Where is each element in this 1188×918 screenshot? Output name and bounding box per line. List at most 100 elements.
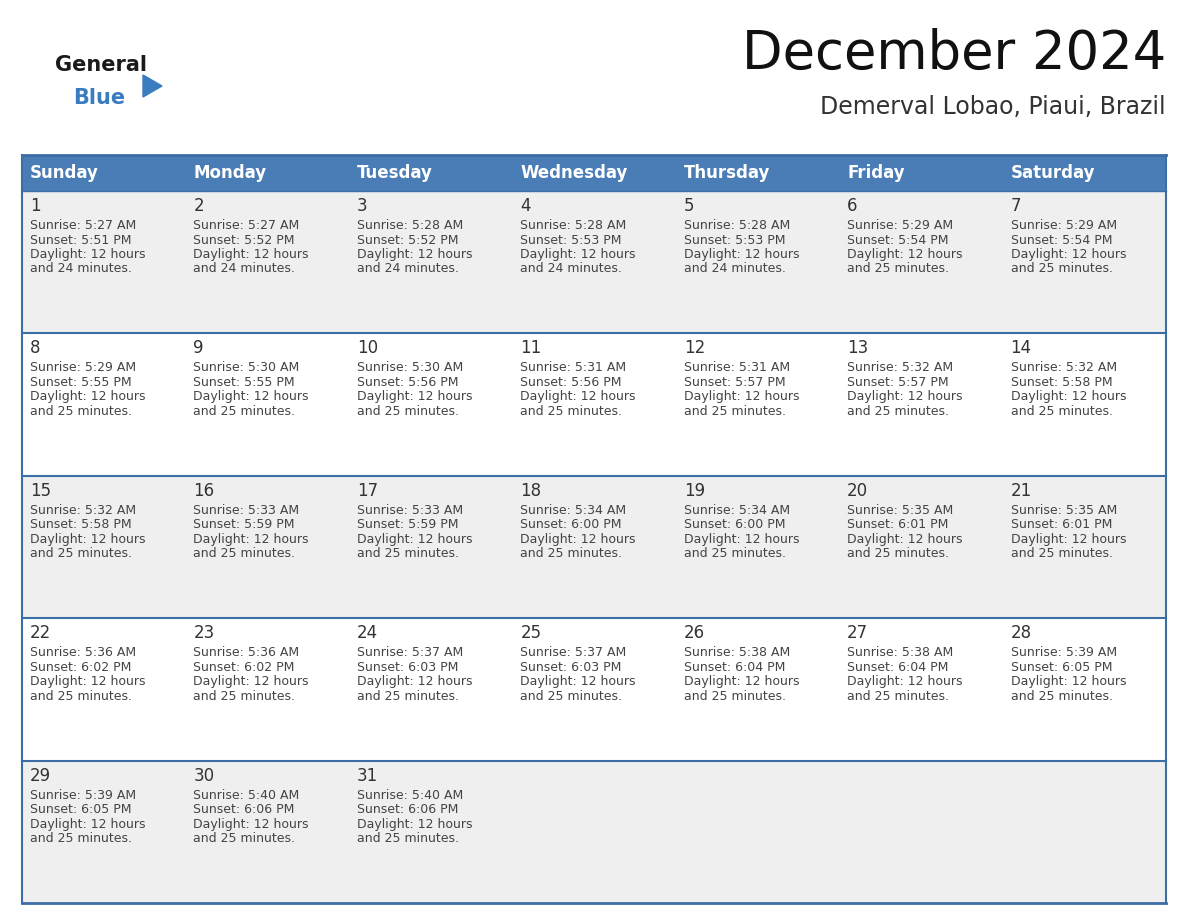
Bar [349,476,512,618]
Text: Sunday: Sunday [30,164,99,182]
Bar [349,618,512,761]
Text: Daylight: 12 hours: Daylight: 12 hours [194,532,309,546]
Text: and 25 minutes.: and 25 minutes. [356,689,459,702]
Text: and 25 minutes.: and 25 minutes. [1011,405,1113,418]
Text: Demerval Lobao, Piaui, Brazil: Demerval Lobao, Piaui, Brazil [821,95,1165,119]
Text: Daylight: 12 hours: Daylight: 12 hours [30,390,145,403]
Text: Sunrise: 5:30 AM: Sunrise: 5:30 AM [356,362,463,375]
Text: Sunrise: 5:38 AM: Sunrise: 5:38 AM [847,646,954,659]
Text: Sunrise: 5:33 AM: Sunrise: 5:33 AM [356,504,463,517]
Bar [676,761,839,903]
Text: 25: 25 [520,624,542,643]
Text: 13: 13 [847,340,868,357]
Bar [349,333,512,476]
Text: Sunrise: 5:40 AM: Sunrise: 5:40 AM [356,789,463,801]
Text: Sunrise: 5:39 AM: Sunrise: 5:39 AM [30,789,137,801]
Bar [23,191,185,333]
Text: December 2024: December 2024 [741,28,1165,80]
Text: 27: 27 [847,624,868,643]
Text: and 25 minutes.: and 25 minutes. [847,405,949,418]
Bar [1003,761,1165,903]
Text: 12: 12 [684,340,704,357]
Text: Sunset: 6:05 PM: Sunset: 6:05 PM [30,803,132,816]
Text: Daylight: 12 hours: Daylight: 12 hours [684,248,800,261]
Text: Daylight: 12 hours: Daylight: 12 hours [356,390,473,403]
Text: and 25 minutes.: and 25 minutes. [356,832,459,845]
Text: Daylight: 12 hours: Daylight: 12 hours [356,532,473,546]
Text: Sunrise: 5:35 AM: Sunrise: 5:35 AM [1011,504,1117,517]
Text: 31: 31 [356,767,378,785]
Text: Sunrise: 5:37 AM: Sunrise: 5:37 AM [356,646,463,659]
Text: and 25 minutes.: and 25 minutes. [194,547,296,560]
Bar [839,333,1003,476]
Text: and 25 minutes.: and 25 minutes. [684,689,785,702]
Text: and 25 minutes.: and 25 minutes. [1011,547,1113,560]
Text: 20: 20 [847,482,868,499]
Bar [23,333,185,476]
Text: and 25 minutes.: and 25 minutes. [194,405,296,418]
Text: Daylight: 12 hours: Daylight: 12 hours [847,248,962,261]
Text: 21: 21 [1011,482,1032,499]
Text: Daylight: 12 hours: Daylight: 12 hours [356,818,473,831]
Text: Sunrise: 5:32 AM: Sunrise: 5:32 AM [1011,362,1117,375]
Text: Daylight: 12 hours: Daylight: 12 hours [30,248,145,261]
Bar [1003,618,1165,761]
Text: 28: 28 [1011,624,1031,643]
Text: Sunset: 5:55 PM: Sunset: 5:55 PM [194,375,295,389]
Text: Sunrise: 5:32 AM: Sunrise: 5:32 AM [30,504,137,517]
Text: Daylight: 12 hours: Daylight: 12 hours [1011,532,1126,546]
Text: Sunrise: 5:31 AM: Sunrise: 5:31 AM [520,362,626,375]
Text: Sunset: 6:04 PM: Sunset: 6:04 PM [684,661,785,674]
Text: 5: 5 [684,197,694,215]
Text: Daylight: 12 hours: Daylight: 12 hours [520,390,636,403]
Text: and 25 minutes.: and 25 minutes. [30,405,132,418]
Bar [676,618,839,761]
Text: Daylight: 12 hours: Daylight: 12 hours [520,248,636,261]
Text: Sunset: 5:56 PM: Sunset: 5:56 PM [520,375,621,389]
Bar [512,333,676,476]
Text: Sunrise: 5:28 AM: Sunrise: 5:28 AM [520,219,626,232]
Text: 18: 18 [520,482,542,499]
Text: 7: 7 [1011,197,1020,215]
Text: and 25 minutes.: and 25 minutes. [30,547,132,560]
Text: Sunset: 5:53 PM: Sunset: 5:53 PM [520,233,621,247]
Text: and 25 minutes.: and 25 minutes. [30,689,132,702]
Text: Sunrise: 5:38 AM: Sunrise: 5:38 AM [684,646,790,659]
Text: 2: 2 [194,197,204,215]
Text: General: General [55,55,147,75]
Text: and 25 minutes.: and 25 minutes. [520,547,623,560]
Text: 30: 30 [194,767,215,785]
Text: Daylight: 12 hours: Daylight: 12 hours [194,676,309,688]
Text: Sunrise: 5:36 AM: Sunrise: 5:36 AM [194,646,299,659]
Text: Daylight: 12 hours: Daylight: 12 hours [520,532,636,546]
Text: Sunrise: 5:37 AM: Sunrise: 5:37 AM [520,646,626,659]
Text: 22: 22 [30,624,51,643]
Text: Thursday: Thursday [684,164,770,182]
Text: Sunrise: 5:28 AM: Sunrise: 5:28 AM [684,219,790,232]
Bar [512,618,676,761]
Bar [839,761,1003,903]
Text: and 25 minutes.: and 25 minutes. [520,689,623,702]
Text: Daylight: 12 hours: Daylight: 12 hours [520,676,636,688]
Text: Daylight: 12 hours: Daylight: 12 hours [684,390,800,403]
Text: 17: 17 [356,482,378,499]
Bar [1003,333,1165,476]
Bar [185,618,349,761]
Bar [185,476,349,618]
Bar [23,761,185,903]
Text: Sunset: 6:06 PM: Sunset: 6:06 PM [194,803,295,816]
Text: 23: 23 [194,624,215,643]
Text: Wednesday: Wednesday [520,164,627,182]
Text: Daylight: 12 hours: Daylight: 12 hours [356,676,473,688]
Text: Sunset: 5:53 PM: Sunset: 5:53 PM [684,233,785,247]
Text: and 25 minutes.: and 25 minutes. [847,689,949,702]
Text: Sunset: 6:01 PM: Sunset: 6:01 PM [847,519,948,532]
Bar [185,333,349,476]
Text: Daylight: 12 hours: Daylight: 12 hours [194,248,309,261]
Bar [676,191,839,333]
Text: Sunrise: 5:30 AM: Sunrise: 5:30 AM [194,362,299,375]
Text: Sunset: 5:52 PM: Sunset: 5:52 PM [194,233,295,247]
Bar [1003,191,1165,333]
Text: Daylight: 12 hours: Daylight: 12 hours [847,390,962,403]
Text: 9: 9 [194,340,204,357]
